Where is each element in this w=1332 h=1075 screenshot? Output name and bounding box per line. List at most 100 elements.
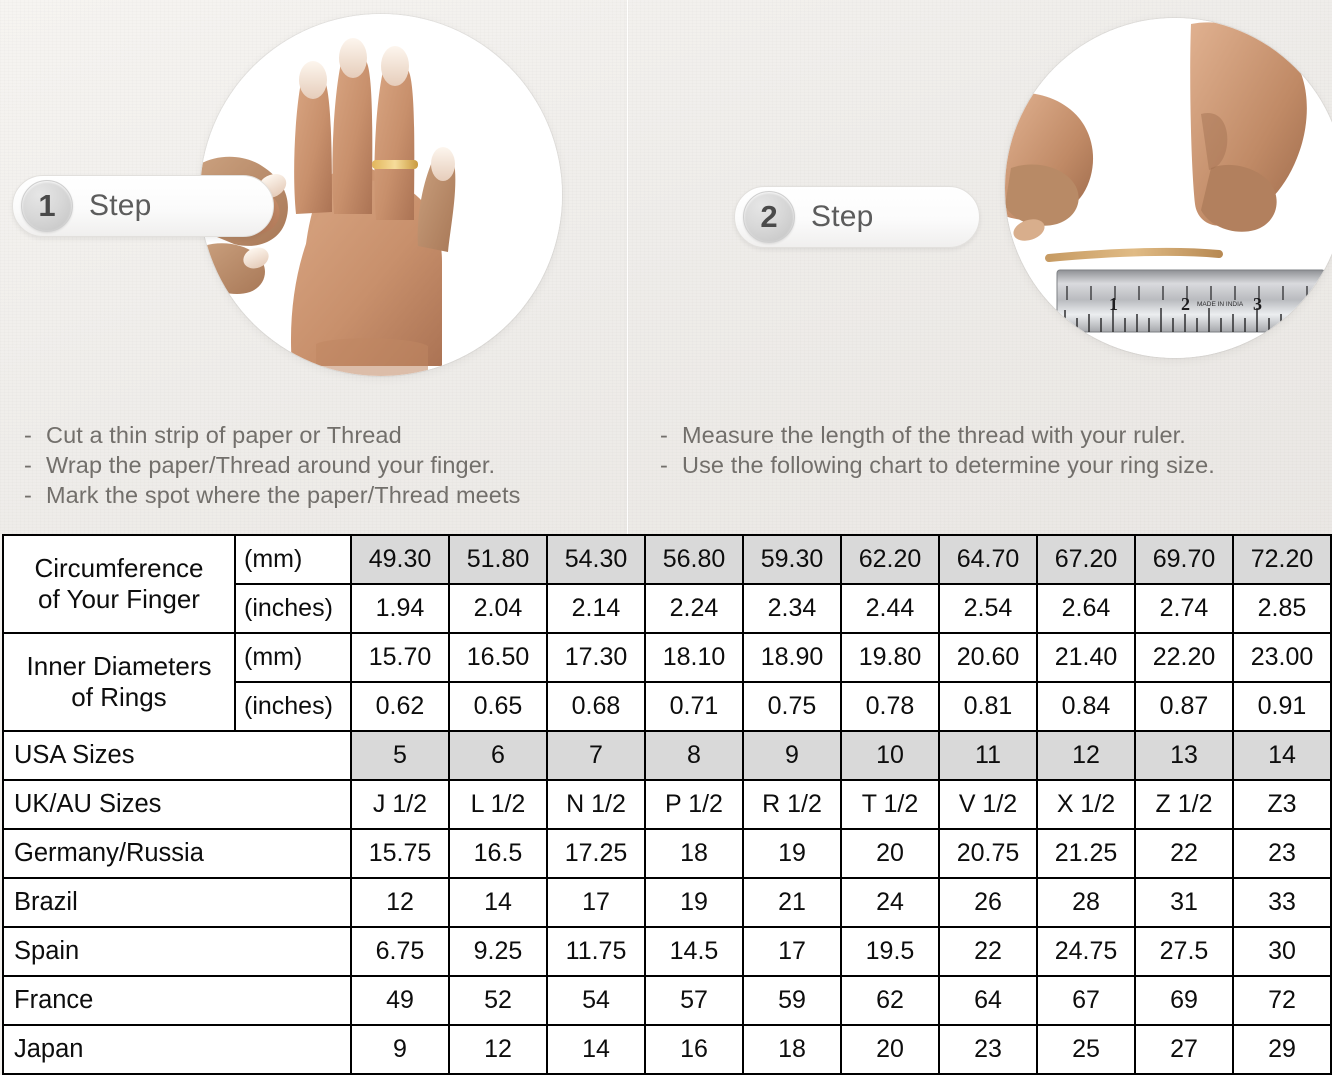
table-cell: 2.14 (546, 583, 646, 634)
table-cell: 49.30 (350, 534, 450, 585)
table-cell: 18.90 (742, 632, 842, 683)
table-cell: 2.85 (1232, 583, 1332, 634)
step-1-instructions: - Cut a thin strip of paper or Thread - … (24, 420, 624, 510)
region-label: Germany/Russia (2, 828, 352, 879)
table-row: (inches) 0.62 0.65 0.68 0.71 0.75 0.78 0.81 0.84… (3, 681, 1332, 732)
table-cell: T 1/2 (840, 779, 940, 830)
ruler-mark-1: 1 (1109, 294, 1118, 314)
region-label: Brazil (2, 877, 352, 928)
table-cell: 23 (938, 1024, 1038, 1075)
table-cell: 51.80 (448, 534, 548, 585)
table-cell: 18 (644, 828, 744, 879)
table-cell: 31 (1134, 877, 1234, 928)
step-1-badge: 1 Step (12, 175, 274, 237)
table-cell: 20 (840, 1024, 940, 1075)
table-cell: 19 (742, 828, 842, 879)
ring-size-chart-table: Circumference of Your Finger (mm) 49.30 51.8… (2, 534, 1332, 1075)
table-cell: 2.74 (1134, 583, 1234, 634)
bullet-dash-icon: - (24, 452, 32, 478)
region-label: USA Sizes (2, 730, 352, 781)
table-cell: 20 (840, 828, 940, 879)
table-cell: 17 (742, 926, 842, 977)
table-cell: 21.40 (1036, 632, 1136, 683)
instruction-text: Measure the length of the thread with yo… (682, 422, 1186, 448)
table-cell: L 1/2 (448, 779, 548, 830)
table-row: France 49 52 54 57 59 62 64 67 69 72 (2, 975, 1332, 1026)
ruler-imprint: MADE IN INDIA (1197, 301, 1244, 308)
unit-label: (inches) (234, 583, 352, 634)
list-item: - Cut a thin strip of paper or Thread (24, 420, 624, 450)
table-cell: 22 (1134, 828, 1234, 879)
table-cell: 67.20 (1036, 534, 1136, 585)
table-cell: 0.65 (448, 681, 548, 732)
unit-label: (mm) (234, 632, 352, 683)
table-cell: 27 (1134, 1024, 1234, 1075)
table-cell: 28 (1036, 877, 1136, 928)
list-item: - Mark the spot where the paper/Thread m… (24, 480, 624, 510)
table-row: Inner Diameters of Rings (mm) 15.70 16.50 17.… (2, 632, 1332, 732)
table-cell: 21.25 (1036, 828, 1136, 879)
step-1-photo (200, 14, 562, 376)
table-cell: 19.5 (840, 926, 940, 977)
unit-label: (inches) (234, 681, 352, 732)
table-cell: 67 (1036, 975, 1136, 1026)
table-row: Brazil 12 14 17 19 21 24 26 28 31 33 (2, 877, 1332, 928)
table-cell: 16.50 (448, 632, 548, 683)
table-row: Circumference of Your Finger (mm) 49.30 51.8… (2, 534, 1332, 634)
region-label: Spain (2, 926, 352, 977)
table-cell: 2.34 (742, 583, 842, 634)
table-cell: 14.5 (644, 926, 744, 977)
instruction-text: Wrap the paper/Thread around your finger… (46, 452, 496, 478)
table-cell: 0.91 (1232, 681, 1332, 732)
table-cell: N 1/2 (546, 779, 646, 830)
table-cell: 57 (644, 975, 744, 1026)
table-cell: P 1/2 (644, 779, 744, 830)
table-cell: 33 (1232, 877, 1332, 928)
table-cell: 23 (1232, 828, 1332, 879)
table-cell: 18.10 (644, 632, 744, 683)
table-cell: 24.75 (1036, 926, 1136, 977)
table-cell: 6 (448, 730, 548, 781)
table-cell: 69 (1134, 975, 1234, 1026)
table-cell: Z3 (1232, 779, 1332, 830)
table-cell: 14 (448, 877, 548, 928)
table-cell: 59.30 (742, 534, 842, 585)
list-item: - Measure the length of the thread with … (660, 420, 1332, 450)
bullet-dash-icon: - (660, 422, 668, 448)
table-cell: 0.71 (644, 681, 744, 732)
table-row: Spain 6.75 9.25 11.75 14.5 17 19.5 22 24.75 27.5 3… (2, 926, 1332, 977)
table-cell: 5 (350, 730, 450, 781)
table-cell: 0.81 (938, 681, 1038, 732)
table-cell: 54.30 (546, 534, 646, 585)
instruction-text: Cut a thin strip of paper or Thread (46, 422, 402, 448)
table-cell: 26 (938, 877, 1038, 928)
step-2-number: 2 (743, 191, 795, 243)
table-cell: 7 (546, 730, 646, 781)
table-cell: 16.5 (448, 828, 548, 879)
step-1-label: Step (89, 189, 152, 222)
table-cell: 25 (1036, 1024, 1136, 1075)
table-cell: 14 (1232, 730, 1332, 781)
panel-divider (627, 0, 628, 534)
table-cell: 2.24 (644, 583, 744, 634)
bullet-dash-icon: - (660, 452, 668, 478)
table-row: Japan 9 12 14 16 18 20 23 25 27 29 (2, 1024, 1332, 1075)
table-row: USA Sizes 5 6 7 8 9 10 11 12 13 14 (2, 730, 1332, 781)
table-cell: 64.70 (938, 534, 1038, 585)
table-cell: 72 (1232, 975, 1332, 1026)
table-cell: 20.75 (938, 828, 1038, 879)
table-cell: 22.20 (1134, 632, 1234, 683)
table-cell: 62.20 (840, 534, 940, 585)
table-cell: 9 (350, 1024, 450, 1075)
region-label: France (2, 975, 352, 1026)
list-item: - Wrap the paper/Thread around your fing… (24, 450, 624, 480)
table-cell: 29 (1232, 1024, 1332, 1075)
table-cell: 27.5 (1134, 926, 1234, 977)
table-cell: 2.54 (938, 583, 1038, 634)
instruction-text: Use the following chart to determine you… (682, 452, 1215, 478)
table-cell: 24 (840, 877, 940, 928)
unit-label: (mm) (234, 534, 352, 585)
region-label: Japan (2, 1024, 352, 1075)
table-cell: 11 (938, 730, 1038, 781)
table-cell: 2.04 (448, 583, 548, 634)
